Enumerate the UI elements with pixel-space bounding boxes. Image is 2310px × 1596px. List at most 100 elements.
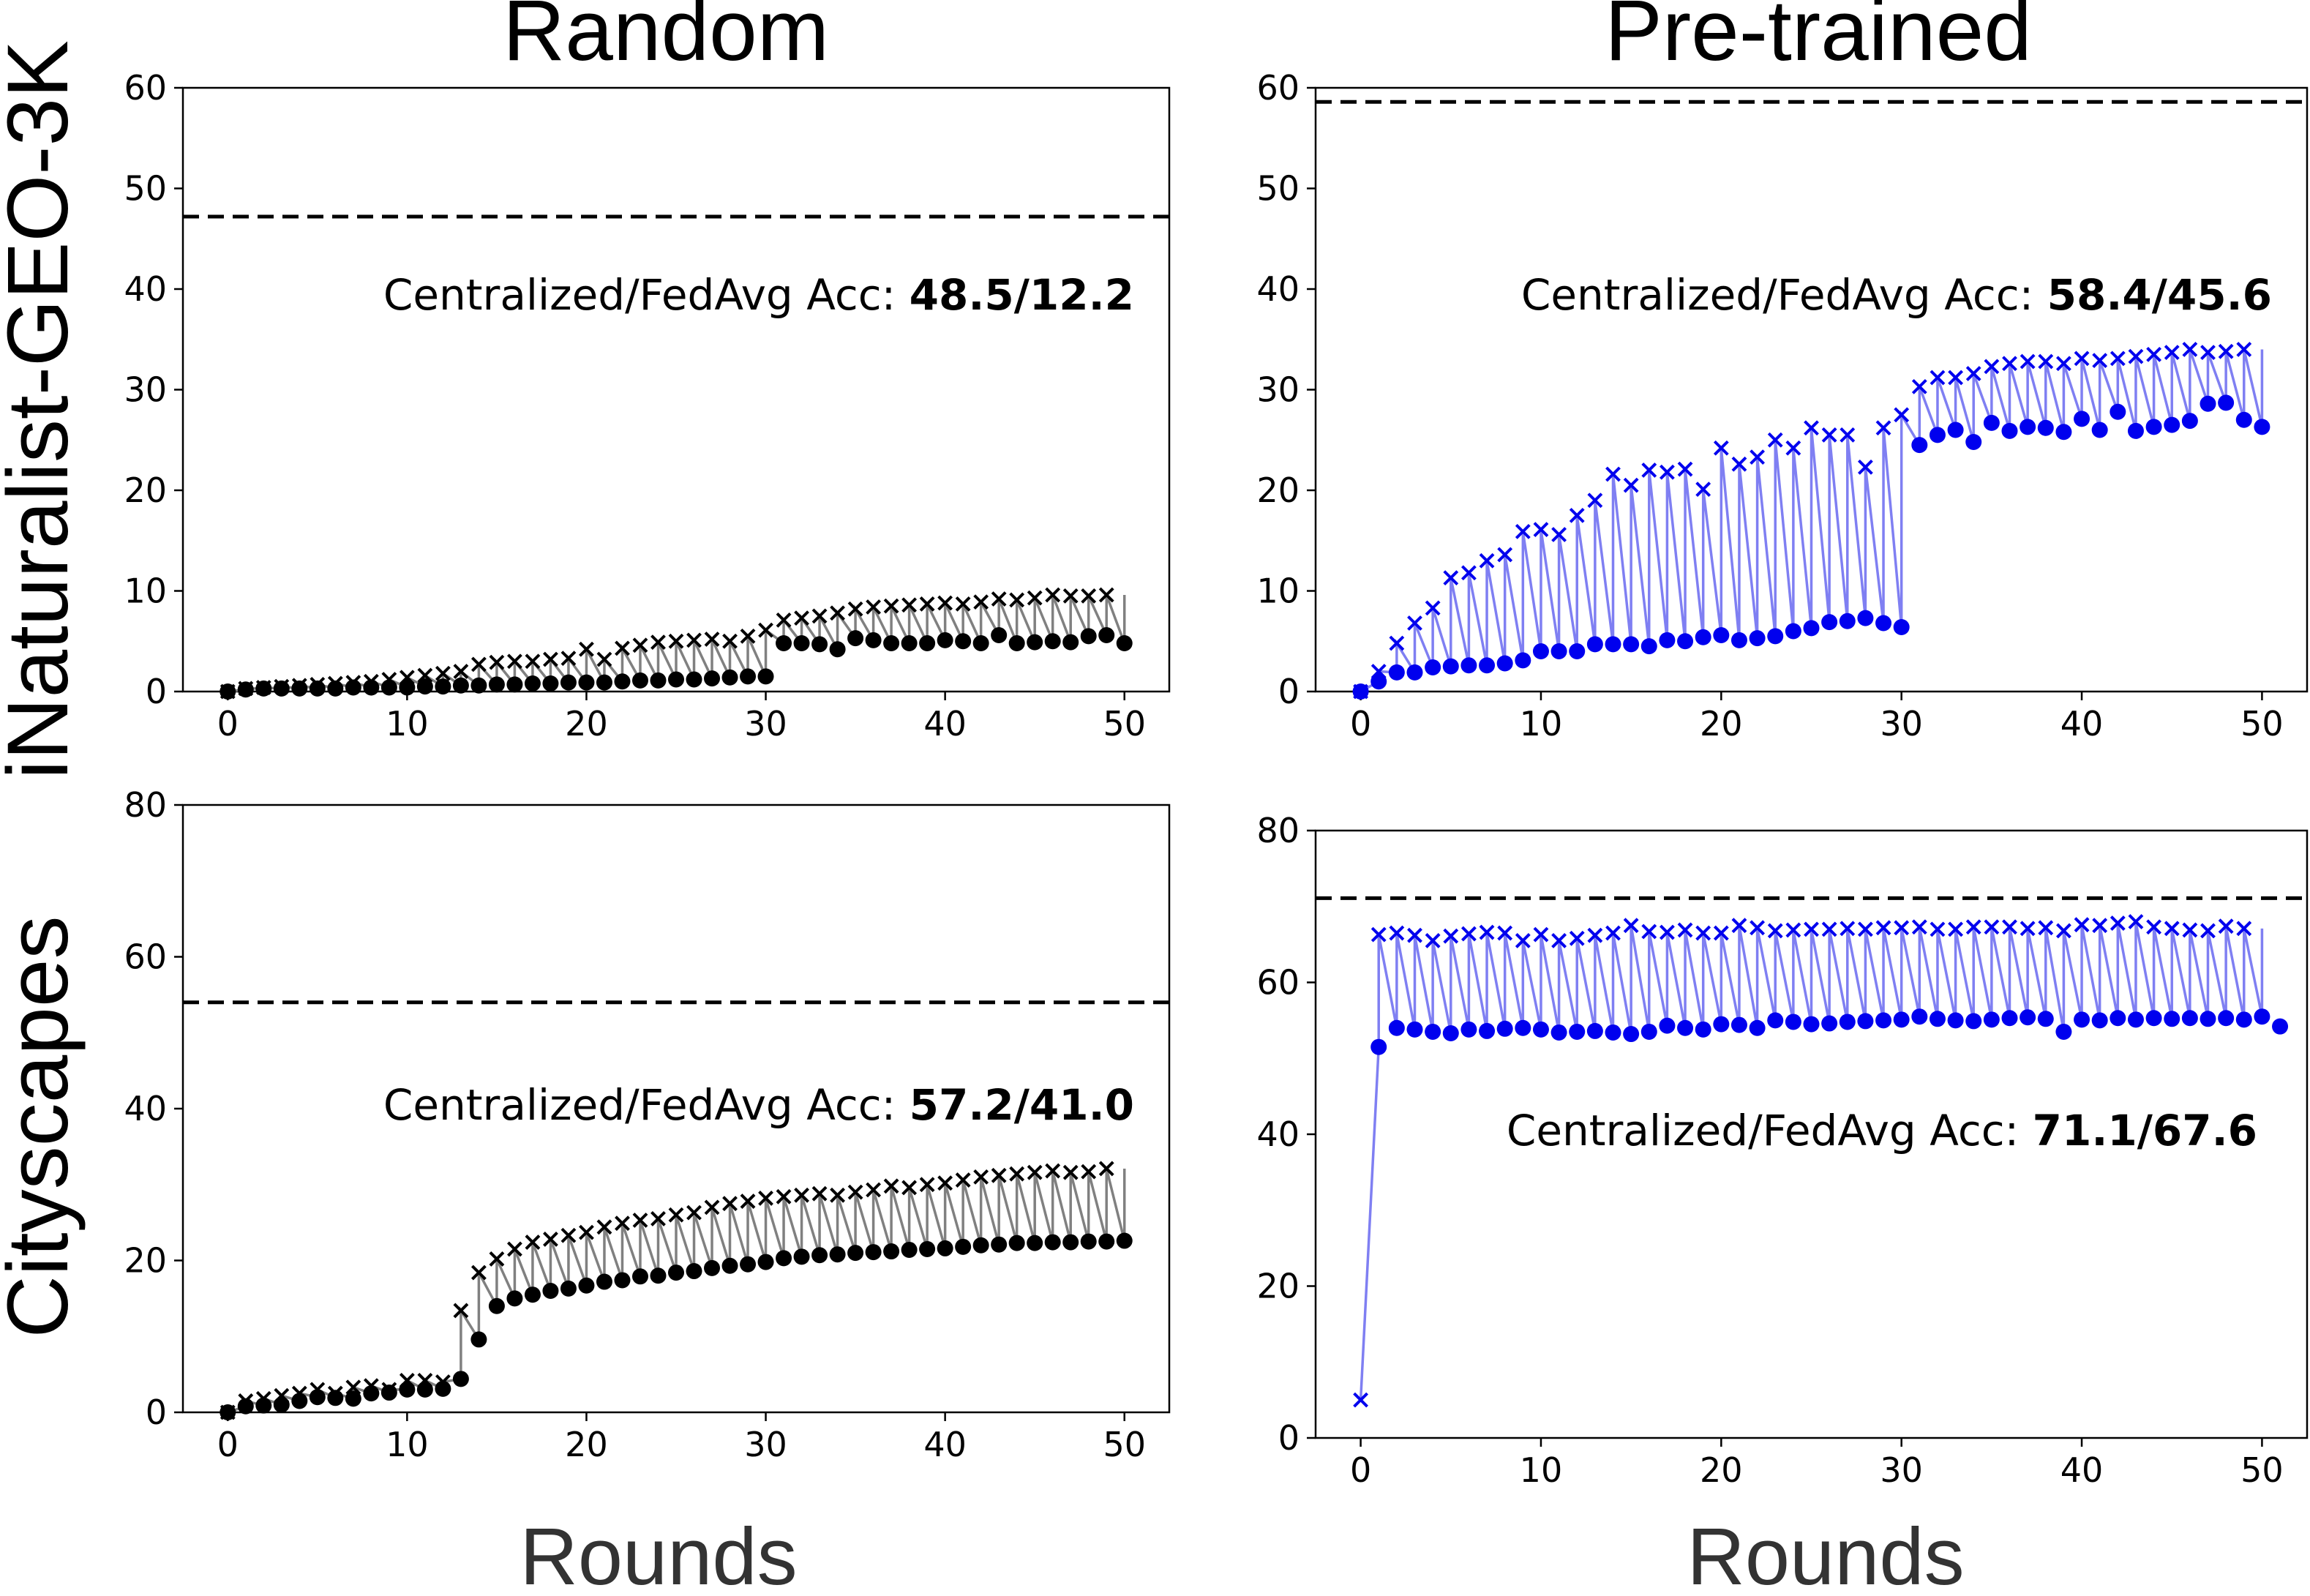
x-tick-label: 40 <box>2060 1450 2104 1490</box>
pre-aggregation-point <box>1965 366 1981 381</box>
pre-aggregation-point <box>1840 921 1856 937</box>
y-tick-label: 60 <box>124 937 167 977</box>
post-aggregation-point <box>811 1247 828 1264</box>
post-aggregation-point <box>1821 614 1838 631</box>
pre-aggregation-point <box>919 1177 935 1193</box>
pre-aggregation-point <box>1965 919 1981 935</box>
y-tick-label: 80 <box>1256 811 1300 850</box>
post-aggregation-point <box>1659 1017 1676 1034</box>
post-aggregation-point <box>811 636 828 653</box>
post-aggregation-point <box>1911 1008 1928 1025</box>
post-aggregation-point <box>237 1398 254 1415</box>
post-aggregation-point <box>991 1236 1008 1253</box>
pre-aggregation-point <box>2182 342 2198 357</box>
pre-aggregation-point <box>740 1194 756 1209</box>
pre-aggregation-point <box>1515 933 1531 948</box>
plot-frame <box>181 86 1171 693</box>
pre-aggregation-point <box>525 653 541 670</box>
pre-aggregation-point <box>883 598 899 614</box>
annotation-label: Centralized/FedAvg Acc: <box>1521 270 2047 320</box>
post-aggregation-point <box>506 676 523 693</box>
post-aggregation-point <box>793 635 810 651</box>
post-aggregation-point <box>776 635 792 651</box>
post-aggregation-point <box>883 1243 900 1260</box>
pre-aggregation-point <box>1353 683 1369 700</box>
y-tick-label: 0 <box>146 1393 167 1432</box>
pre-aggregation-point <box>1497 547 1513 563</box>
pre-aggregation-point <box>1731 918 1747 934</box>
post-aggregation-point <box>416 1381 433 1398</box>
post-aggregation-point <box>560 674 577 691</box>
pre-aggregation-point <box>2020 921 2036 937</box>
post-aggregation-point <box>2181 1010 2198 1027</box>
post-aggregation-point <box>1659 632 1676 648</box>
x-tick-label: 20 <box>565 704 608 743</box>
post-aggregation-point <box>1460 1021 1477 1038</box>
pre-aggregation-point <box>1840 427 1856 443</box>
x-tick-label: 30 <box>1880 704 1923 743</box>
post-aggregation-point <box>937 632 953 648</box>
y-tick-label: 20 <box>1256 471 1300 510</box>
pre-aggregation-point <box>1875 420 1891 436</box>
pre-aggregation-point <box>794 1187 809 1203</box>
pre-aggregation-point <box>255 680 271 695</box>
post-aggregation-point <box>1929 1011 1946 1027</box>
y-tick-label: 80 <box>124 785 167 825</box>
pre-aggregation-point <box>1948 921 1964 937</box>
y-tick-label: 30 <box>124 370 167 410</box>
post-aggregation-point <box>1479 1022 1496 1039</box>
pre-aggregation-point <box>776 612 792 628</box>
x-tick-label: 0 <box>217 1425 239 1464</box>
post-aggregation-point <box>1388 1019 1405 1036</box>
pre-aggregation-point <box>1984 359 2000 375</box>
pre-aggregation-point <box>470 1265 487 1281</box>
pre-aggregation-point <box>919 596 935 612</box>
pre-aggregation-point <box>973 594 989 610</box>
pre-aggregation-point <box>830 605 845 621</box>
post-aggregation-point <box>1550 643 1567 659</box>
pre-aggregation-point <box>1569 930 1585 946</box>
post-aggregation-point <box>1839 612 1856 629</box>
post-aggregation-point <box>1857 610 1874 626</box>
pre-aggregation-point <box>1623 477 1639 493</box>
pre-aggregation-point <box>1009 592 1025 608</box>
post-aggregation-point <box>668 671 684 688</box>
y-tick-label: 50 <box>124 169 167 209</box>
pre-aggregation-point <box>2002 356 2017 372</box>
post-aggregation-point <box>614 673 631 690</box>
aggregation-line <box>227 1168 1126 1414</box>
x-tick-label: 30 <box>744 704 787 743</box>
post-aggregation-point <box>2235 411 2252 428</box>
post-aggregation-point <box>1425 659 1441 675</box>
annotation-value: 58.4/45.6 <box>2047 270 2272 320</box>
pre-aggregation-point <box>2038 353 2054 370</box>
post-aggregation-point <box>1569 643 1586 659</box>
pre-aggregation-point <box>830 1187 845 1203</box>
pre-aggregation-point <box>1677 461 1693 477</box>
post-aggregation-point <box>1623 636 1640 653</box>
post-aggregation-point <box>416 678 433 695</box>
x-tick-label: 20 <box>565 1425 608 1464</box>
post-aggregation-point <box>955 1238 972 1255</box>
chart-cityscapes-random: 0 20 40 60 80 0 10 20 30 40 50 Centralized/FedAvg A… <box>124 785 1171 1464</box>
post-aggregation-point <box>1785 1014 1801 1030</box>
pre-aggregation-point <box>883 1178 899 1194</box>
post-aggregation-point <box>2254 419 2270 435</box>
post-aggregation-point <box>596 674 612 691</box>
pre-aggregation-point <box>363 673 379 689</box>
pre-aggregation-point <box>632 637 648 653</box>
pre-aggregation-point <box>1857 459 1873 475</box>
post-aggregation-point <box>1027 1235 1043 1251</box>
post-aggregation-point <box>542 675 559 692</box>
x-tick-label: 50 <box>2240 1450 2284 1490</box>
pre-aggregation-point <box>1731 456 1747 472</box>
y-tick-label: 40 <box>124 269 167 309</box>
post-aggregation-point <box>1730 632 1747 648</box>
post-aggregation-point <box>524 1286 541 1303</box>
pre-aggregation-point <box>1948 370 1964 386</box>
post-aggregation-point <box>776 1250 792 1267</box>
post-aggregation-point <box>686 1263 702 1280</box>
annotation-value: 71.1/67.6 <box>2033 1106 2257 1155</box>
pre-aggregation-point <box>2182 922 2198 938</box>
post-aggregation-point <box>1080 1233 1097 1250</box>
